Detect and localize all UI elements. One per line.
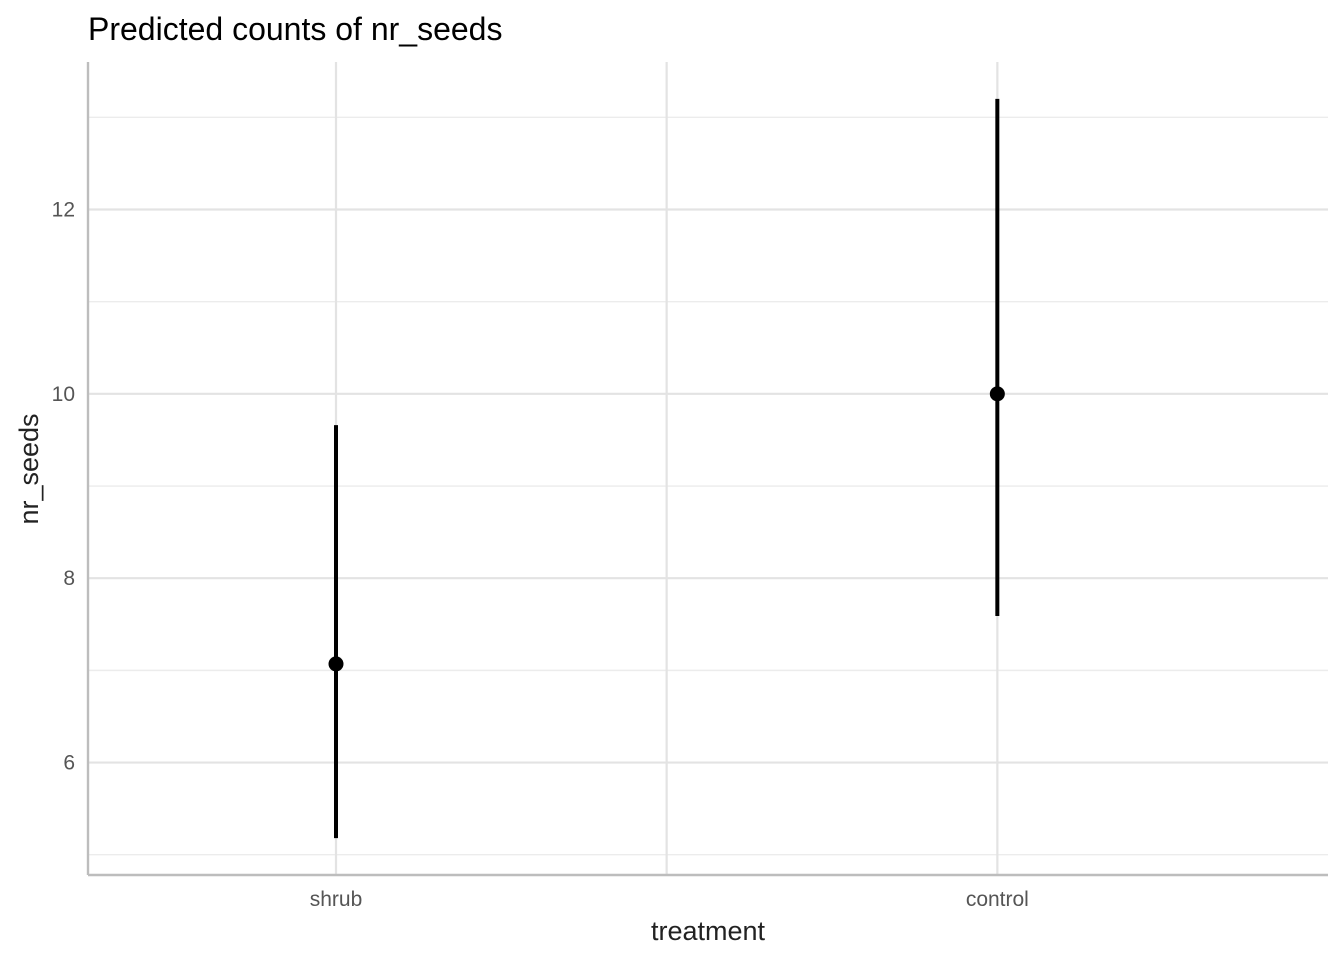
chart-title: Predicted counts of nr_seeds (88, 11, 502, 47)
x-tick-label: shrub (310, 888, 363, 911)
y-tick-label: 10 (52, 383, 75, 406)
mark-layer (328, 98, 1005, 839)
y-tick-label: 6 (63, 752, 75, 775)
x-tick-label: control (966, 888, 1029, 911)
axis-layer (86, 62, 1328, 877)
x-axis-title: treatment (651, 916, 766, 946)
y-tick-label: 12 (52, 198, 75, 221)
data-point-control (989, 386, 1005, 402)
tick-layer: 6 8 10 12 shrub control (52, 198, 1029, 911)
y-tick-label: 8 (63, 567, 75, 590)
grid-layer (88, 62, 1328, 875)
y-axis-title: nr_seeds (14, 413, 44, 524)
data-point-shrub (328, 656, 344, 672)
